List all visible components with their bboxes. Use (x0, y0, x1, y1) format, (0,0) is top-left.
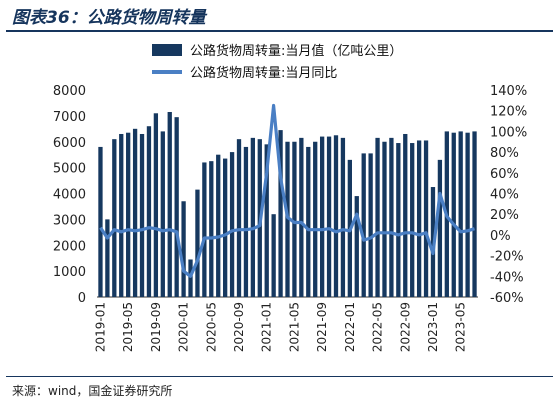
bar (195, 189, 200, 297)
x-axis: 2019-01 2019-05 2019-09 2020-01 2020-05 2020-… (93, 302, 467, 352)
bar (340, 137, 346, 297)
left-axis: 0 1000 2000 3000 4000 5000 6000 7000 8000 (53, 84, 86, 306)
bar (98, 146, 103, 297)
bar (236, 139, 242, 297)
left-tick-label: 2000 (53, 239, 86, 254)
right-tick-label: 20% (490, 208, 519, 223)
bar (451, 132, 456, 297)
bar (250, 137, 256, 297)
x-tick-label: 2023-05 (454, 302, 468, 352)
source-note: 来源：wind，国金证券研究所 (12, 384, 173, 398)
x-tick-label: 2019-01 (93, 302, 107, 352)
bar (382, 141, 387, 297)
left-tick-label: 4000 (53, 188, 86, 203)
legend-label-bar: 公路货物周转量:当月值（亿吨公里） (190, 43, 402, 59)
bar (285, 141, 290, 297)
left-tick-label: 8000 (53, 84, 86, 99)
bar (229, 152, 235, 297)
x-tick-label: 2019-05 (121, 302, 135, 352)
bar (174, 117, 179, 297)
right-tick-label: -20% (490, 250, 524, 265)
bar (271, 214, 276, 297)
bar (396, 143, 401, 297)
bar (472, 131, 477, 297)
bar (299, 137, 304, 297)
x-tick-label: 2021-01 (260, 302, 274, 352)
bar-series (98, 111, 477, 298)
right-tick-label: 0% (490, 229, 511, 244)
bar (416, 140, 422, 297)
line-series (99, 103, 475, 278)
bar (181, 201, 186, 297)
x-tick-label: 2020-09 (232, 302, 246, 352)
legend: 公路货物周转量:当月值（亿吨公里） 公路货物周转量:当月同比 (152, 43, 402, 81)
bar (389, 137, 394, 297)
bar (188, 259, 193, 297)
bar (264, 144, 269, 297)
bar (403, 133, 408, 297)
bar (209, 161, 214, 297)
right-tick-label: -60% (490, 291, 524, 306)
bar (410, 143, 415, 297)
x-tick-label: 2022-09 (398, 302, 412, 352)
bar (243, 146, 249, 297)
bar (465, 132, 470, 297)
legend-label-line: 公路货物周转量:当月同比 (190, 65, 337, 81)
bar (139, 133, 145, 297)
bar (292, 141, 297, 297)
bar (354, 196, 359, 297)
right-tick-label: 100% (490, 125, 527, 140)
bar (119, 133, 124, 297)
bar (126, 132, 131, 297)
left-tick-label: 6000 (53, 136, 86, 151)
left-tick-label: 1000 (53, 265, 86, 280)
x-tick-label: 2020-01 (177, 302, 191, 352)
bar (160, 131, 165, 297)
left-tick-label: 0 (78, 291, 86, 306)
title-divider (6, 30, 553, 32)
x-tick-label: 2019-09 (149, 302, 163, 352)
bar (375, 137, 380, 297)
bar (333, 135, 339, 297)
bar (437, 159, 443, 297)
bar (458, 131, 463, 297)
x-tick-label: 2023-01 (426, 302, 440, 352)
source-divider (6, 376, 553, 377)
right-tick-label: -40% (490, 270, 524, 285)
left-tick-label: 5000 (53, 162, 86, 177)
x-tick-label: 2022-05 (371, 302, 385, 352)
bar (368, 153, 373, 297)
x-tick-label: 2022-01 (343, 302, 357, 352)
bar (132, 128, 138, 297)
bar (112, 139, 117, 297)
legend-swatch-bar (152, 44, 182, 56)
x-tick-label: 2021-09 (315, 302, 329, 352)
right-tick-label: 120% (490, 105, 527, 120)
bar (361, 153, 366, 297)
bar (146, 126, 152, 297)
bar (223, 158, 228, 297)
left-tick-label: 7000 (53, 110, 86, 125)
x-tick-label: 2020-05 (204, 302, 218, 352)
bar (423, 140, 429, 297)
x-tick-label: 2021-05 (287, 302, 301, 352)
bar (326, 136, 332, 297)
right-tick-label: 40% (490, 188, 519, 203)
figure-title: 图表36：公路货物周转量 (12, 8, 206, 28)
bar (167, 111, 172, 298)
bar (202, 162, 207, 297)
bar (278, 130, 283, 297)
right-tick-label: 140% (490, 84, 527, 99)
right-tick-label: 80% (490, 146, 519, 161)
bar (105, 219, 110, 297)
bar (313, 141, 318, 297)
left-tick-label: 3000 (53, 213, 86, 228)
bar (306, 146, 311, 297)
right-tick-label: 60% (490, 167, 519, 182)
right-axis: -60% -40% -20% 0% 20% 40% 60% 80% 100% 120% 140% (490, 84, 527, 306)
bar (153, 113, 159, 297)
bar (216, 154, 221, 297)
bar (319, 136, 325, 297)
